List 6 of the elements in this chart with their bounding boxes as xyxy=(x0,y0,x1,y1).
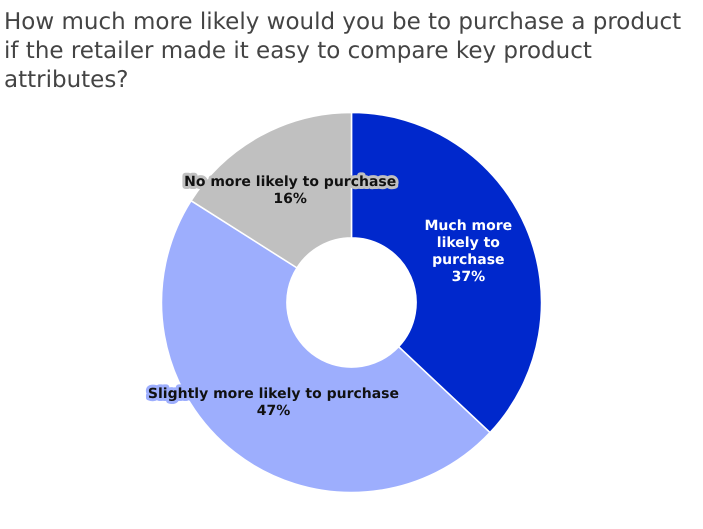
data-label: 16% xyxy=(273,191,307,208)
slice-label: Much more likely to purchase xyxy=(424,218,512,268)
chart-title: How much more likely would you be to purchase a product if the retailer made it easy to compare key product attributes? xyxy=(4,8,682,95)
slice-label: Slightly more likely to purchase xyxy=(148,386,400,402)
data-label: 37% xyxy=(452,269,486,286)
data-label: 47% xyxy=(256,403,290,420)
